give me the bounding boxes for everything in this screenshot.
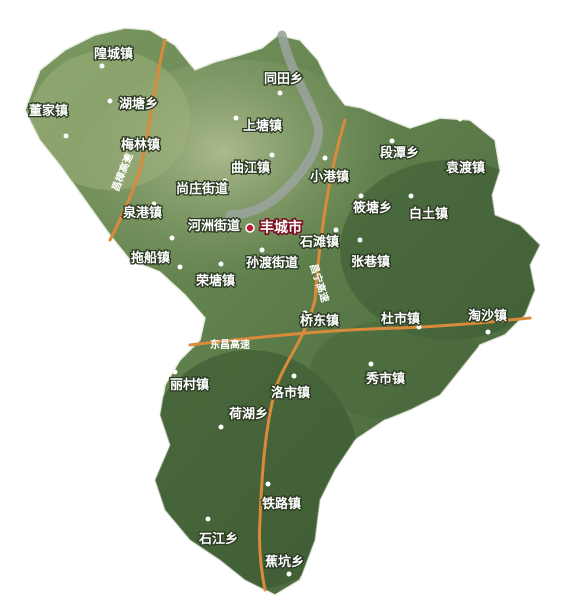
town-label: 丽村镇 xyxy=(170,377,209,393)
town-dot xyxy=(177,264,183,270)
town-dot xyxy=(322,155,328,161)
town-dot xyxy=(218,261,224,267)
town-label: 淘沙镇 xyxy=(468,308,507,324)
town-label: 拖船镇 xyxy=(131,250,170,266)
southern-hills xyxy=(140,350,360,590)
town-label: 洛市镇 xyxy=(271,385,310,401)
northwest-plain xyxy=(30,50,190,190)
town-label: 小港镇 xyxy=(310,169,349,185)
town-dot xyxy=(286,571,292,577)
town-label: 荣塘镇 xyxy=(195,273,235,289)
town-label: 上塘镇 xyxy=(243,118,282,134)
town-dot xyxy=(222,178,228,184)
city-label: 丰城市 xyxy=(260,219,302,236)
town-label: 泉港镇 xyxy=(123,205,162,221)
town-dot xyxy=(485,329,491,335)
southeast-hills xyxy=(310,320,490,420)
town-labels: 隍城镇 董家镇 湖塘乡 梅林镇 同田乡 上塘镇 曲江镇 尚庄街道 泉港镇 河洲街… xyxy=(28,45,509,572)
town-dot xyxy=(416,324,422,330)
town-label: 铁路镇 xyxy=(261,496,301,512)
town-label: 尚庄街道 xyxy=(176,181,228,197)
town-label: 张巷镇 xyxy=(351,254,390,270)
gan-river xyxy=(225,30,323,220)
town-dot xyxy=(333,227,339,233)
town-label: 白土镇 xyxy=(409,206,448,222)
town-label: 石江乡 xyxy=(198,531,238,547)
town-dot xyxy=(457,116,463,122)
highway-north-south xyxy=(257,118,347,592)
town-dot xyxy=(291,373,297,379)
town-label: 河洲街道 xyxy=(188,218,240,234)
town-label: 段潭乡 xyxy=(380,145,419,161)
eastern-hills xyxy=(340,160,540,340)
town-dot xyxy=(408,193,414,199)
town-dot xyxy=(302,310,308,316)
town-dot xyxy=(107,98,113,104)
town-label: 袁渡镇 xyxy=(445,160,485,176)
town-label: 石滩镇 xyxy=(299,234,339,250)
town-dot xyxy=(259,247,265,253)
city-marker xyxy=(245,223,255,233)
town-dot xyxy=(218,424,224,430)
town-dot xyxy=(233,115,239,121)
highway-east-west xyxy=(188,316,532,347)
town-label: 孙渡街道 xyxy=(246,255,298,271)
town-dot xyxy=(358,193,364,199)
town-label: 同田乡 xyxy=(264,71,303,87)
town-dot xyxy=(269,152,275,158)
highway-label-dongchang: 东昌高速 xyxy=(210,338,250,351)
town-dot xyxy=(124,155,130,161)
town-dot xyxy=(172,369,178,375)
town-label: 桥东镇 xyxy=(300,313,339,329)
town-label: 董家镇 xyxy=(29,103,68,119)
town-label: 曲江镇 xyxy=(231,160,270,176)
town-dot xyxy=(169,235,175,241)
town-label: 梅林镇 xyxy=(121,137,160,153)
town-label: 蕉坑乡 xyxy=(265,554,304,570)
town-dot xyxy=(63,133,69,139)
highway-northwest xyxy=(108,38,167,242)
town-dot xyxy=(368,361,374,367)
town-dots xyxy=(63,63,491,577)
town-label: 筱塘乡 xyxy=(353,200,392,216)
town-label: 杜市镇 xyxy=(381,311,420,327)
town-dot xyxy=(205,516,211,522)
town-dot xyxy=(357,237,363,243)
town-dot xyxy=(389,138,395,144)
town-dot xyxy=(99,63,105,69)
town-label: 湖塘乡 xyxy=(119,96,158,112)
town-dot xyxy=(277,90,283,96)
town-label: 秀市镇 xyxy=(365,371,405,387)
town-dot xyxy=(265,481,271,487)
town-label: 隍城镇 xyxy=(94,46,133,62)
highways xyxy=(108,38,532,592)
town-dot xyxy=(151,201,157,207)
town-label: 荷湖乡 xyxy=(228,406,268,422)
